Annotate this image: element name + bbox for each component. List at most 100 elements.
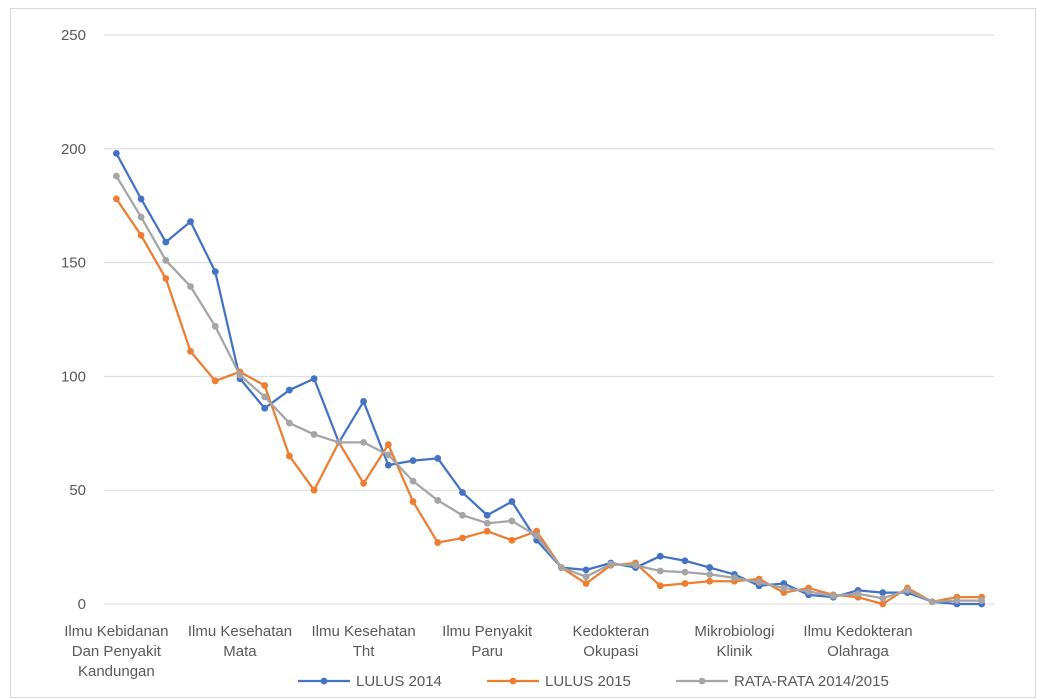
data-point	[459, 512, 466, 519]
data-point	[632, 562, 639, 569]
x-tick-label: Dan Penyakit	[72, 643, 162, 660]
data-point	[558, 564, 565, 571]
data-point	[607, 561, 614, 568]
data-point	[410, 457, 417, 464]
x-tick-label: Klinik	[716, 643, 752, 660]
data-point	[113, 150, 120, 157]
y-tick-label: 50	[69, 482, 86, 499]
data-point	[682, 580, 689, 587]
x-tick-label: Ilmu Kebidanan	[64, 623, 168, 640]
data-point	[212, 323, 219, 330]
x-tick-label: Olahraga	[827, 643, 889, 660]
data-point	[706, 564, 713, 571]
x-tick-label: Ilmu Penyakit	[442, 623, 533, 640]
legend-marker	[699, 678, 706, 685]
data-point	[360, 480, 367, 487]
data-point	[484, 520, 491, 527]
data-point	[138, 232, 145, 239]
data-point	[583, 580, 590, 587]
data-point	[138, 195, 145, 202]
data-point	[286, 453, 293, 460]
data-point	[212, 378, 219, 385]
data-point	[385, 452, 392, 459]
data-point	[657, 553, 664, 560]
data-point	[484, 528, 491, 535]
y-tick-label: 200	[61, 141, 86, 158]
data-point	[509, 498, 516, 505]
legend-marker	[321, 678, 328, 685]
data-point	[904, 587, 911, 594]
legend-marker	[510, 678, 517, 685]
data-point	[335, 439, 342, 446]
data-point	[410, 498, 417, 505]
y-tick-label: 150	[61, 255, 86, 272]
legend-label: LULUS 2014	[356, 673, 442, 689]
x-tick-label: Mikrobiologi	[694, 623, 774, 640]
data-point	[311, 375, 318, 382]
data-point	[978, 597, 985, 604]
data-point	[187, 283, 194, 290]
data-point	[484, 512, 491, 519]
data-point	[138, 214, 145, 221]
y-tick-label: 100	[61, 368, 86, 385]
data-point	[385, 462, 392, 469]
data-point	[434, 455, 441, 462]
data-point	[509, 537, 516, 544]
data-point	[212, 268, 219, 275]
data-point	[929, 598, 936, 605]
x-tick-label: Tht	[353, 643, 376, 660]
x-tick-label: Paru	[471, 643, 503, 660]
data-point	[682, 557, 689, 564]
data-point	[261, 393, 268, 400]
data-point	[879, 595, 886, 602]
data-point	[706, 578, 713, 585]
data-point	[855, 590, 862, 597]
data-point	[311, 431, 318, 438]
data-point	[657, 568, 664, 575]
data-point	[682, 569, 689, 576]
data-point	[162, 275, 169, 282]
data-point	[657, 582, 664, 589]
y-tick-label: 250	[61, 27, 86, 44]
data-point	[162, 257, 169, 264]
series-line-2	[116, 199, 981, 604]
data-point	[286, 387, 293, 394]
series-line-1	[116, 153, 981, 604]
data-point	[805, 588, 812, 595]
data-point	[187, 348, 194, 355]
x-tick-label: Ilmu Kesehatan	[311, 623, 415, 640]
data-point	[410, 478, 417, 485]
data-point	[261, 382, 268, 389]
data-point	[237, 372, 244, 379]
data-point	[286, 420, 293, 427]
data-point	[459, 535, 466, 542]
data-point	[360, 398, 367, 405]
data-point	[731, 574, 738, 581]
data-point	[113, 173, 120, 180]
data-point	[583, 573, 590, 580]
data-point	[780, 585, 787, 592]
series-line-3	[116, 176, 981, 602]
data-point	[509, 518, 516, 525]
data-point	[533, 532, 540, 539]
data-point	[434, 539, 441, 546]
data-point	[113, 195, 120, 202]
y-tick-label: 0	[78, 596, 86, 613]
data-point	[162, 239, 169, 246]
x-tick-label: Mata	[223, 643, 257, 660]
x-tick-label: Kedokteran	[572, 623, 649, 640]
data-point	[583, 566, 590, 573]
x-tick-label: Ilmu Kesehatan	[188, 623, 292, 640]
data-point	[756, 579, 763, 586]
data-point	[187, 218, 194, 225]
x-tick-label: Ilmu Kedokteran	[803, 623, 912, 640]
legend-label: RATA-RATA 2014/2015	[734, 673, 889, 689]
data-point	[830, 593, 837, 600]
legend-label: LULUS 2015	[545, 673, 631, 689]
data-point	[434, 497, 441, 504]
x-tick-label: Kandungan	[78, 663, 155, 680]
data-point	[261, 405, 268, 412]
data-point	[954, 597, 961, 604]
data-point	[360, 439, 367, 446]
